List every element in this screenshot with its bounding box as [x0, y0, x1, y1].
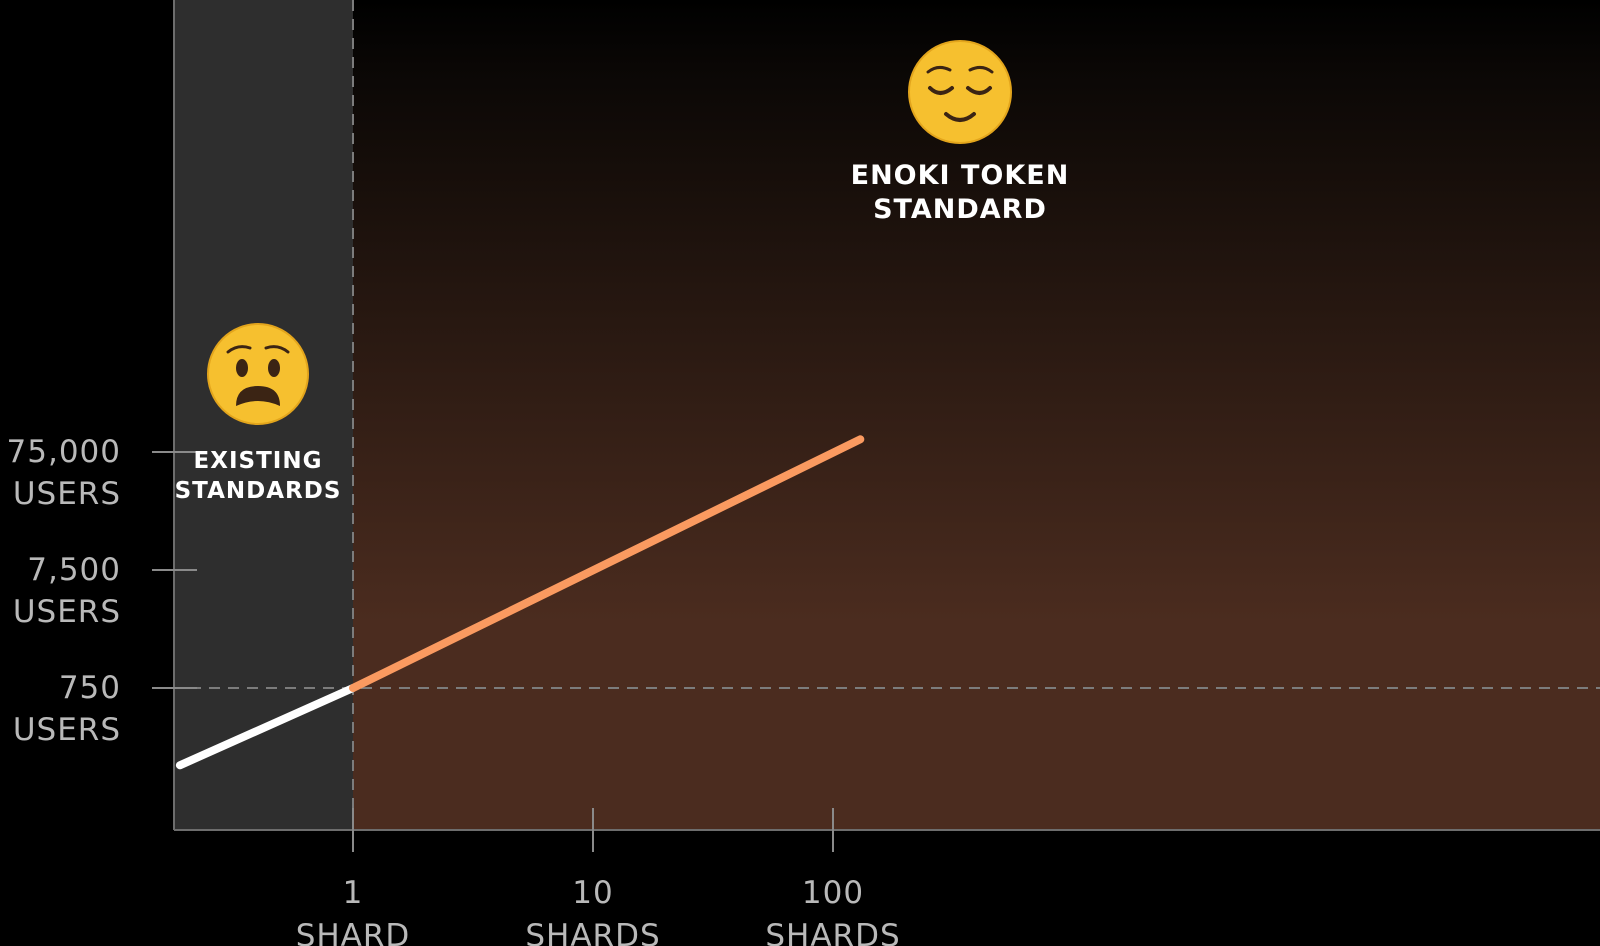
existing-standards-label-line-2: STANDARDS: [175, 478, 342, 504]
series-layer: [175, 435, 865, 770]
y-axis-ticks: 750 USERS 7,500 USERS 75,000 USERS: [7, 434, 197, 748]
existing-standards-series-line: [175, 684, 357, 770]
anguished-face-icon: [207, 323, 309, 425]
relieved-face-icon: [908, 40, 1012, 144]
y-tick-unit: USERS: [13, 712, 121, 748]
enoki-standard-series-line: [349, 435, 865, 692]
x-axis-ticks: 1 SHARD 10 SHARDS 100 SHARDS: [296, 808, 900, 946]
y-tick-value: 7,500: [27, 552, 121, 588]
enoki-standard-label-line-2: STANDARD: [873, 194, 1047, 225]
x-tick-unit: SHARD: [296, 918, 411, 946]
existing-standards-label-line-1: EXISTING: [194, 448, 323, 474]
y-tick-unit: USERS: [13, 476, 121, 512]
x-tick-value: 100: [802, 875, 864, 911]
y-tick-value: 750: [59, 670, 121, 706]
y-tick-unit: USERS: [13, 594, 121, 630]
enoki-standard-label-line-1: ENOKI TOKEN: [851, 160, 1070, 191]
x-tick-value: 1: [343, 875, 364, 911]
x-tick-unit: SHARDS: [525, 918, 660, 946]
x-tick-value: 10: [572, 875, 613, 911]
y-tick-value: 75,000: [7, 434, 121, 470]
x-tick-unit: SHARDS: [765, 918, 900, 946]
